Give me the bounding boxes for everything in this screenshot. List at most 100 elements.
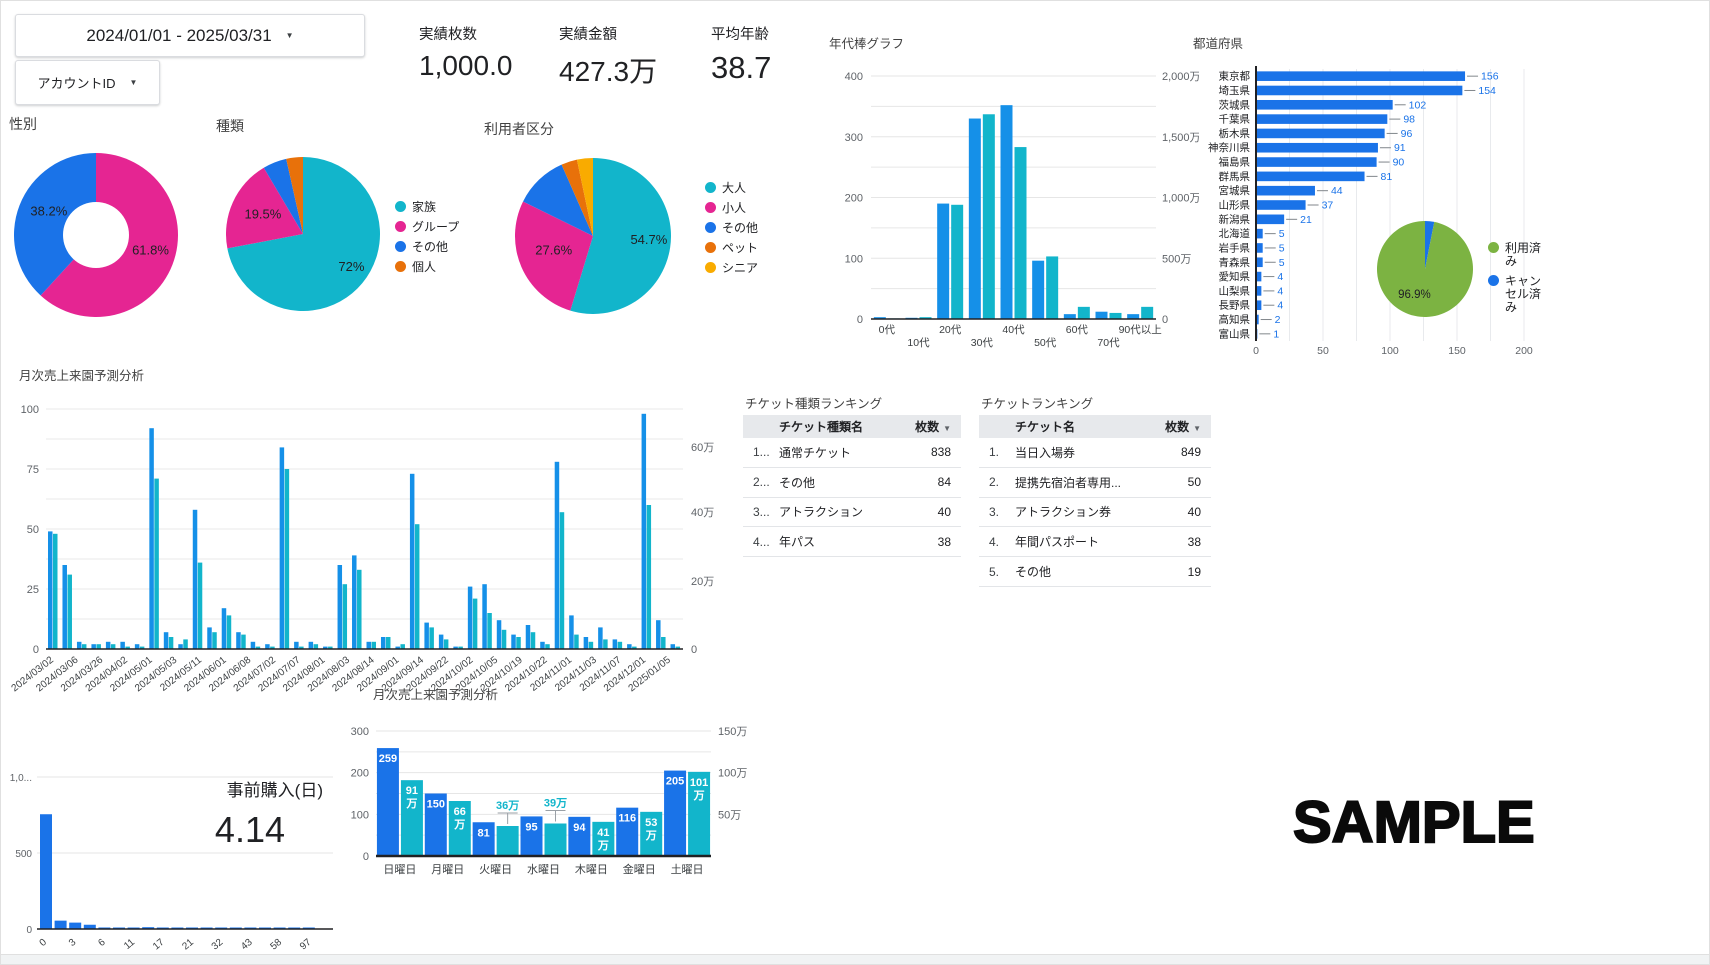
bar[interactable] — [125, 646, 130, 649]
bar[interactable] — [982, 114, 995, 320]
bar[interactable] — [337, 565, 343, 649]
prefecture-bar-chart[interactable]: 東京都 156 埼玉県 154 茨城県 102 千葉県 98 栃木県 96 神奈川県 91 福島県 90 群… — [1191, 41, 1561, 366]
bar[interactable] — [511, 634, 516, 649]
pie-slice[interactable] — [13, 153, 96, 296]
bar[interactable] — [371, 641, 377, 649]
bar[interactable] — [530, 632, 536, 649]
pie-slice[interactable] — [515, 201, 593, 311]
bar[interactable] — [516, 637, 521, 649]
table-row[interactable]: 2. 提携先宿泊者専用... 50 — [979, 468, 1211, 498]
bar[interactable] — [134, 644, 140, 649]
bar[interactable] — [207, 627, 212, 649]
bar[interactable] — [1256, 257, 1263, 268]
bar[interactable] — [559, 512, 565, 649]
bar[interactable] — [352, 555, 357, 649]
bar[interactable] — [1256, 128, 1385, 139]
bar[interactable] — [168, 637, 174, 649]
date-range-selector[interactable]: 2024/01/01 - 2025/03/31 ▼ — [15, 14, 365, 57]
bar[interactable] — [544, 823, 567, 857]
bar[interactable] — [688, 771, 711, 856]
legend-item[interactable]: グループ — [395, 221, 459, 234]
bar[interactable] — [525, 625, 531, 649]
bar[interactable] — [54, 920, 67, 929]
bar[interactable] — [395, 646, 400, 649]
bar[interactable] — [163, 632, 169, 649]
bar[interactable] — [487, 613, 492, 649]
bar[interactable] — [83, 924, 96, 929]
bar[interactable] — [568, 816, 591, 856]
bar[interactable] — [1077, 306, 1090, 319]
legend-item[interactable]: 個人 — [395, 261, 459, 274]
user-pie-chart[interactable]: 54.7% 27.6% — [515, 158, 671, 319]
gender-pie-chart[interactable]: 61.8% 38.2% — [13, 153, 179, 322]
pie-slice[interactable] — [226, 167, 303, 249]
bar[interactable] — [1095, 311, 1108, 319]
bar[interactable] — [1000, 105, 1013, 319]
bar[interactable] — [265, 644, 270, 649]
bar[interactable] — [592, 821, 615, 856]
bar[interactable] — [569, 615, 574, 649]
column-header[interactable]: チケット種類名 — [779, 420, 864, 434]
bar[interactable] — [139, 646, 145, 649]
pie-slice[interactable] — [227, 157, 380, 311]
bar[interactable] — [250, 641, 256, 649]
pie-slice[interactable] — [561, 159, 593, 236]
bar[interactable] — [212, 632, 217, 649]
bar[interactable] — [1014, 147, 1027, 319]
bar[interactable] — [120, 641, 125, 649]
bar[interactable] — [640, 811, 663, 856]
bar[interactable] — [1256, 114, 1388, 124]
column-header[interactable]: チケット名 — [1015, 420, 1076, 434]
bar[interactable] — [1256, 300, 1262, 311]
bar[interactable] — [1256, 243, 1263, 253]
bar[interactable] — [453, 646, 458, 649]
bar[interactable] — [1256, 314, 1259, 325]
bar[interactable] — [937, 203, 950, 319]
bar[interactable] — [588, 641, 594, 649]
legend-item[interactable]: その他 — [705, 222, 758, 235]
ticket-ranking-table[interactable]: チケット名 枚数 ▼ 1. 当日入場券 849 2. 提携先宿泊者専用... 50 3. アトラクシ… — [979, 415, 1211, 587]
bar[interactable] — [69, 922, 82, 929]
type-pie-chart[interactable]: 72% 19.5% — [226, 157, 380, 316]
bar[interactable] — [183, 639, 188, 649]
bar[interactable] — [603, 639, 608, 649]
bar[interactable] — [400, 780, 423, 856]
bar[interactable] — [1256, 157, 1377, 167]
bar[interactable] — [656, 620, 661, 649]
bar[interactable] — [448, 801, 471, 856]
bar[interactable] — [472, 598, 478, 649]
bar[interactable] — [53, 533, 58, 649]
bar[interactable] — [91, 644, 96, 649]
bar[interactable] — [616, 807, 639, 856]
bar[interactable] — [968, 118, 981, 320]
bar[interactable] — [482, 584, 487, 649]
bar[interactable] — [1127, 314, 1140, 319]
bar[interactable] — [554, 461, 560, 649]
column-header-sorted[interactable]: 枚数 ▼ — [1165, 420, 1201, 434]
bar[interactable] — [670, 644, 676, 649]
bar[interactable] — [1032, 260, 1045, 319]
bar[interactable] — [627, 644, 632, 649]
table-row[interactable]: 4. 年間パスポート 38 — [979, 527, 1211, 558]
bar[interactable] — [467, 586, 473, 649]
bar[interactable] — [270, 646, 275, 649]
bar[interactable] — [1256, 185, 1315, 196]
bar[interactable] — [438, 634, 444, 649]
bar[interactable] — [414, 524, 420, 649]
table-row[interactable]: 3... アトラクション 40 — [743, 498, 961, 528]
bar[interactable] — [501, 629, 507, 649]
bar[interactable] — [1256, 286, 1262, 296]
bar[interactable] — [81, 644, 87, 649]
bar[interactable] — [1141, 306, 1154, 319]
bar[interactable] — [1046, 256, 1059, 319]
bar[interactable] — [429, 627, 434, 649]
bar[interactable] — [424, 793, 447, 857]
bar[interactable] — [98, 927, 111, 929]
bar[interactable] — [458, 646, 463, 649]
bar[interactable] — [313, 644, 319, 649]
bar[interactable] — [520, 816, 543, 856]
bar[interactable] — [1256, 171, 1365, 182]
bar[interactable] — [328, 646, 333, 649]
weekday-bar-chart[interactable]: 0 100 200 300 50万 100万 150万 259 91 万日曜日 150 66 万月曜日 8… — [336, 681, 748, 906]
bar[interactable] — [1063, 314, 1076, 319]
